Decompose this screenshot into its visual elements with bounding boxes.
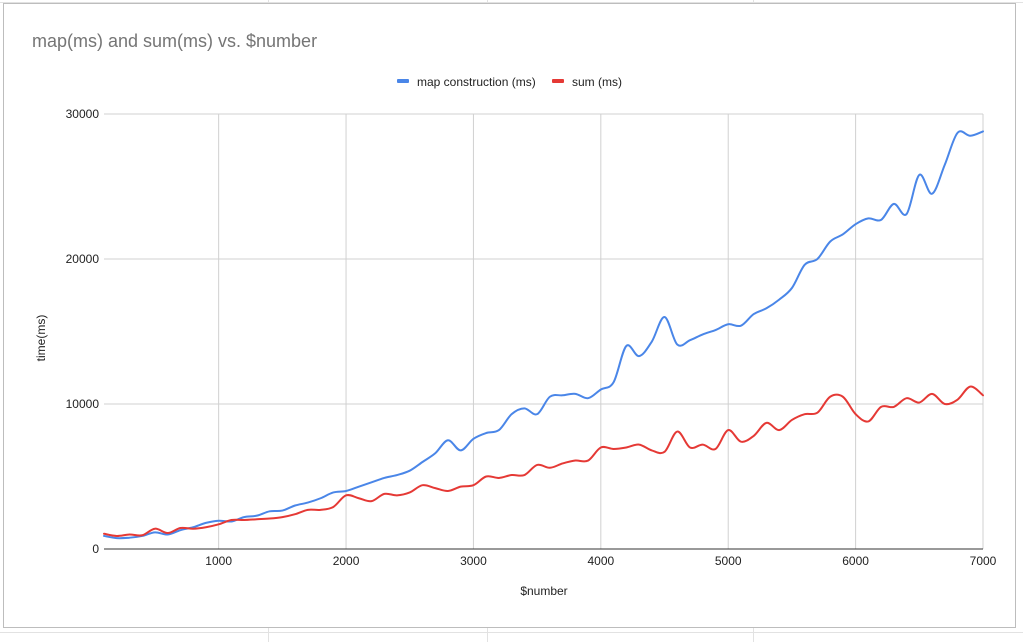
legend-label-sum: sum (ms) [572, 75, 622, 89]
series-line-sum[interactable] [103, 385, 984, 537]
x-axis-title: $number [520, 584, 567, 598]
x-tick-label: 4000 [587, 554, 614, 568]
y-tick-label: 0 [92, 542, 99, 556]
gridlines [104, 113, 984, 549]
x-tick-label: 1000 [205, 554, 232, 568]
x-tick-label: 3000 [460, 554, 487, 568]
series-line-map-construction[interactable] [103, 130, 984, 540]
y-axis-title: time(ms) [34, 315, 48, 362]
x-tick-label: 5000 [715, 554, 742, 568]
y-tick-label: 20000 [66, 252, 100, 266]
x-tick-label: 6000 [842, 554, 869, 568]
chart-container [3, 3, 1016, 628]
axes: 0 10000 20000 30000 1000 2000 3000 4000 5000 6000… [66, 107, 997, 568]
legend-swatch-sum [552, 79, 564, 83]
legend-swatch-map-construction [397, 79, 409, 83]
y-tick-label: 30000 [66, 107, 100, 121]
legend-label-map-construction: map construction (ms) [417, 75, 536, 89]
y-tick-label: 10000 [66, 397, 100, 411]
x-tick-label: 2000 [333, 554, 360, 568]
x-tick-label: 7000 [970, 554, 997, 568]
chart-title: map(ms) and sum(ms) vs. $number [32, 31, 318, 51]
series-lines [103, 130, 984, 540]
legend[interactable]: map construction (ms) sum (ms) [397, 75, 622, 89]
